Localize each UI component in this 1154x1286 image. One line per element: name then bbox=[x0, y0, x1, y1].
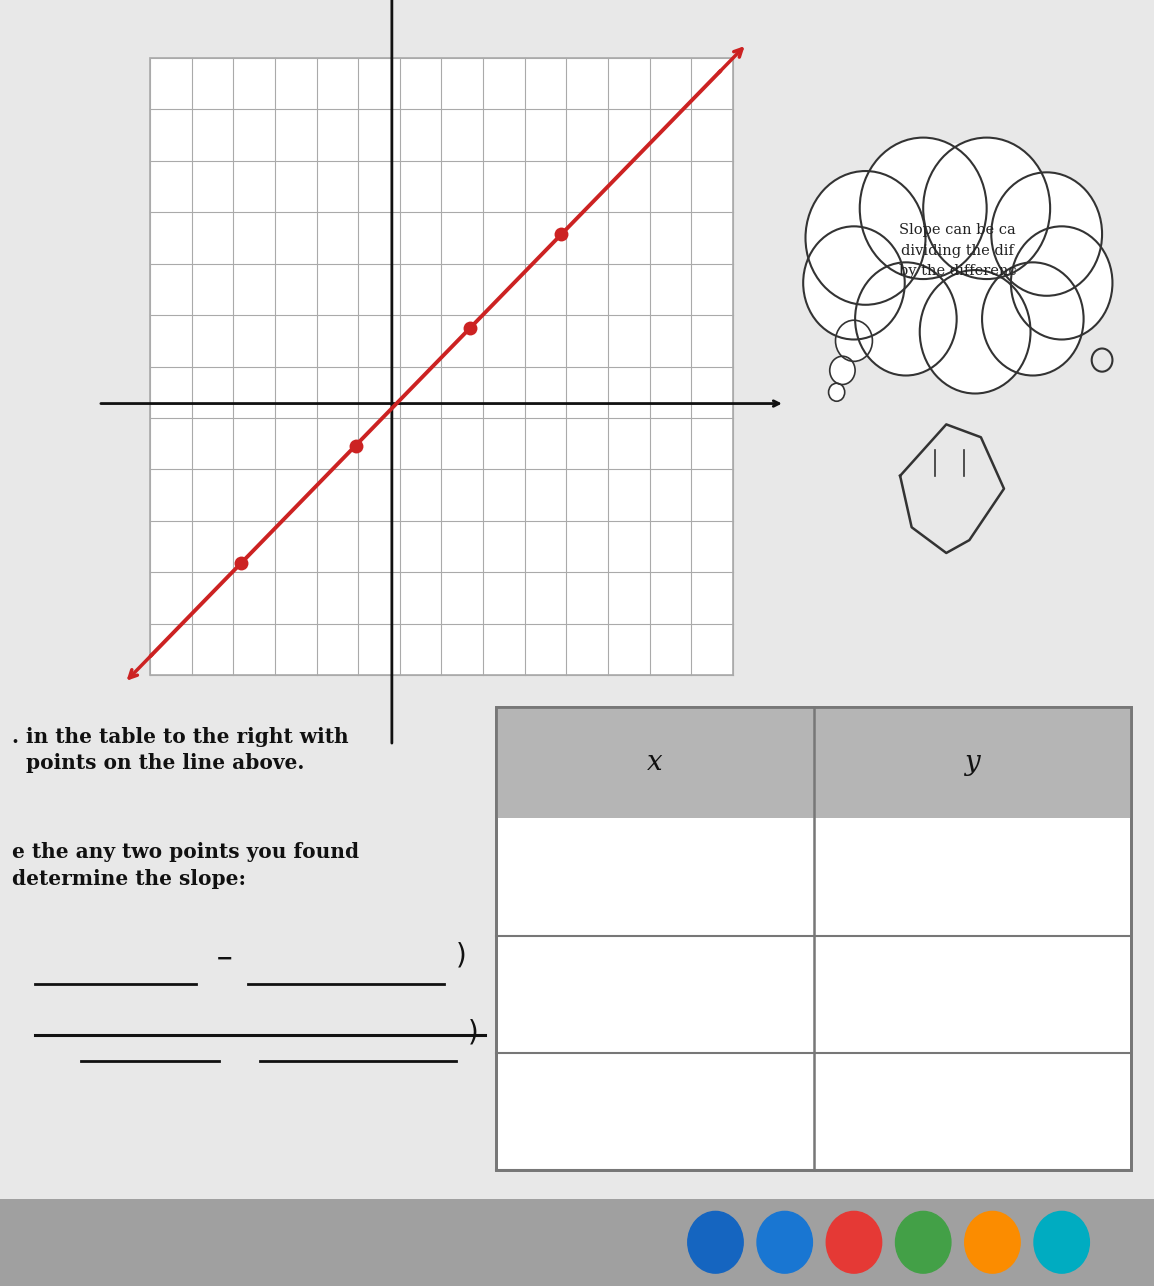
Circle shape bbox=[860, 138, 987, 279]
Text: e the any two points you found
determine the slope:: e the any two points you found determine… bbox=[12, 842, 359, 889]
Text: Slope can be ca
dividing the dif
by the differenc: Slope can be ca dividing the dif by the … bbox=[899, 224, 1017, 278]
Bar bbox=[150, 58, 733, 675]
Text: x: x bbox=[647, 750, 662, 777]
Text: ): ) bbox=[456, 941, 466, 970]
Circle shape bbox=[850, 144, 1054, 370]
Circle shape bbox=[1011, 226, 1112, 340]
Circle shape bbox=[830, 356, 855, 385]
Circle shape bbox=[923, 138, 1050, 279]
Bar bbox=[496, 707, 1131, 818]
Text: y: y bbox=[965, 750, 980, 777]
Circle shape bbox=[855, 262, 957, 376]
Circle shape bbox=[688, 1211, 743, 1273]
Bar bbox=[496, 707, 1131, 1170]
Circle shape bbox=[1034, 1211, 1089, 1273]
Circle shape bbox=[805, 171, 926, 305]
Text: ): ) bbox=[467, 1019, 478, 1047]
Circle shape bbox=[920, 270, 1031, 394]
Circle shape bbox=[982, 262, 1084, 376]
Bar bbox=[0, 1199, 1154, 1286]
Circle shape bbox=[835, 320, 872, 361]
Circle shape bbox=[803, 226, 905, 340]
Circle shape bbox=[826, 1211, 882, 1273]
Circle shape bbox=[965, 1211, 1020, 1273]
Bar bbox=[496, 707, 1131, 1170]
Circle shape bbox=[757, 1211, 812, 1273]
Text: . in the table to the right with
  points on the line above.: . in the table to the right with points … bbox=[12, 727, 349, 773]
Circle shape bbox=[991, 172, 1102, 296]
Circle shape bbox=[896, 1211, 951, 1273]
Circle shape bbox=[829, 383, 845, 401]
Text: −: − bbox=[216, 948, 234, 968]
Text: −: − bbox=[233, 1025, 252, 1046]
